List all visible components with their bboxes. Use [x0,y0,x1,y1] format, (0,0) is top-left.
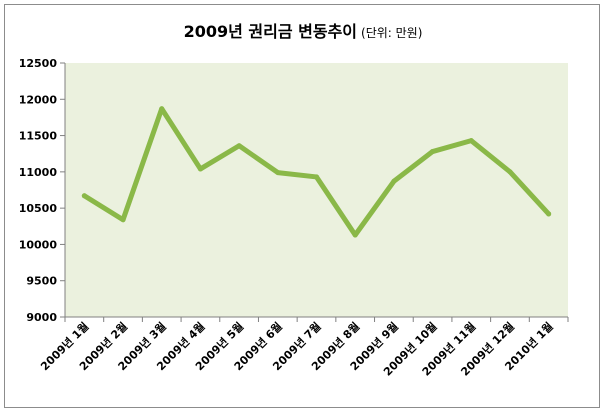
data-point [81,193,87,199]
data-point [391,178,397,184]
chart-unit-label: (단위: 만원) [361,26,423,40]
data-point [275,170,281,176]
chart-title: 2009년 권리금 변동추이 [183,22,358,41]
data-point [236,143,242,149]
data-point [546,211,552,217]
data-point [507,169,513,175]
y-tick-label: 10500 [19,202,58,215]
y-tick-label: 10000 [19,238,58,251]
plot-area [65,63,568,317]
data-point [468,138,474,144]
y-tick-label: 9500 [26,275,57,288]
y-tick-label: 9000 [26,311,57,324]
data-point [314,174,319,180]
y-tick-label: 12000 [19,93,58,106]
data-point [430,149,436,155]
y-tick-label: 12500 [19,57,58,70]
data-point [352,232,358,238]
data-point [197,166,203,172]
y-tick-label: 11000 [19,166,58,179]
data-point [159,106,165,112]
chart-title-block: 2009년 권리금 변동추이 (단위: 만원) [0,18,606,42]
y-tick-label: 11500 [19,130,58,143]
data-point [120,217,126,223]
